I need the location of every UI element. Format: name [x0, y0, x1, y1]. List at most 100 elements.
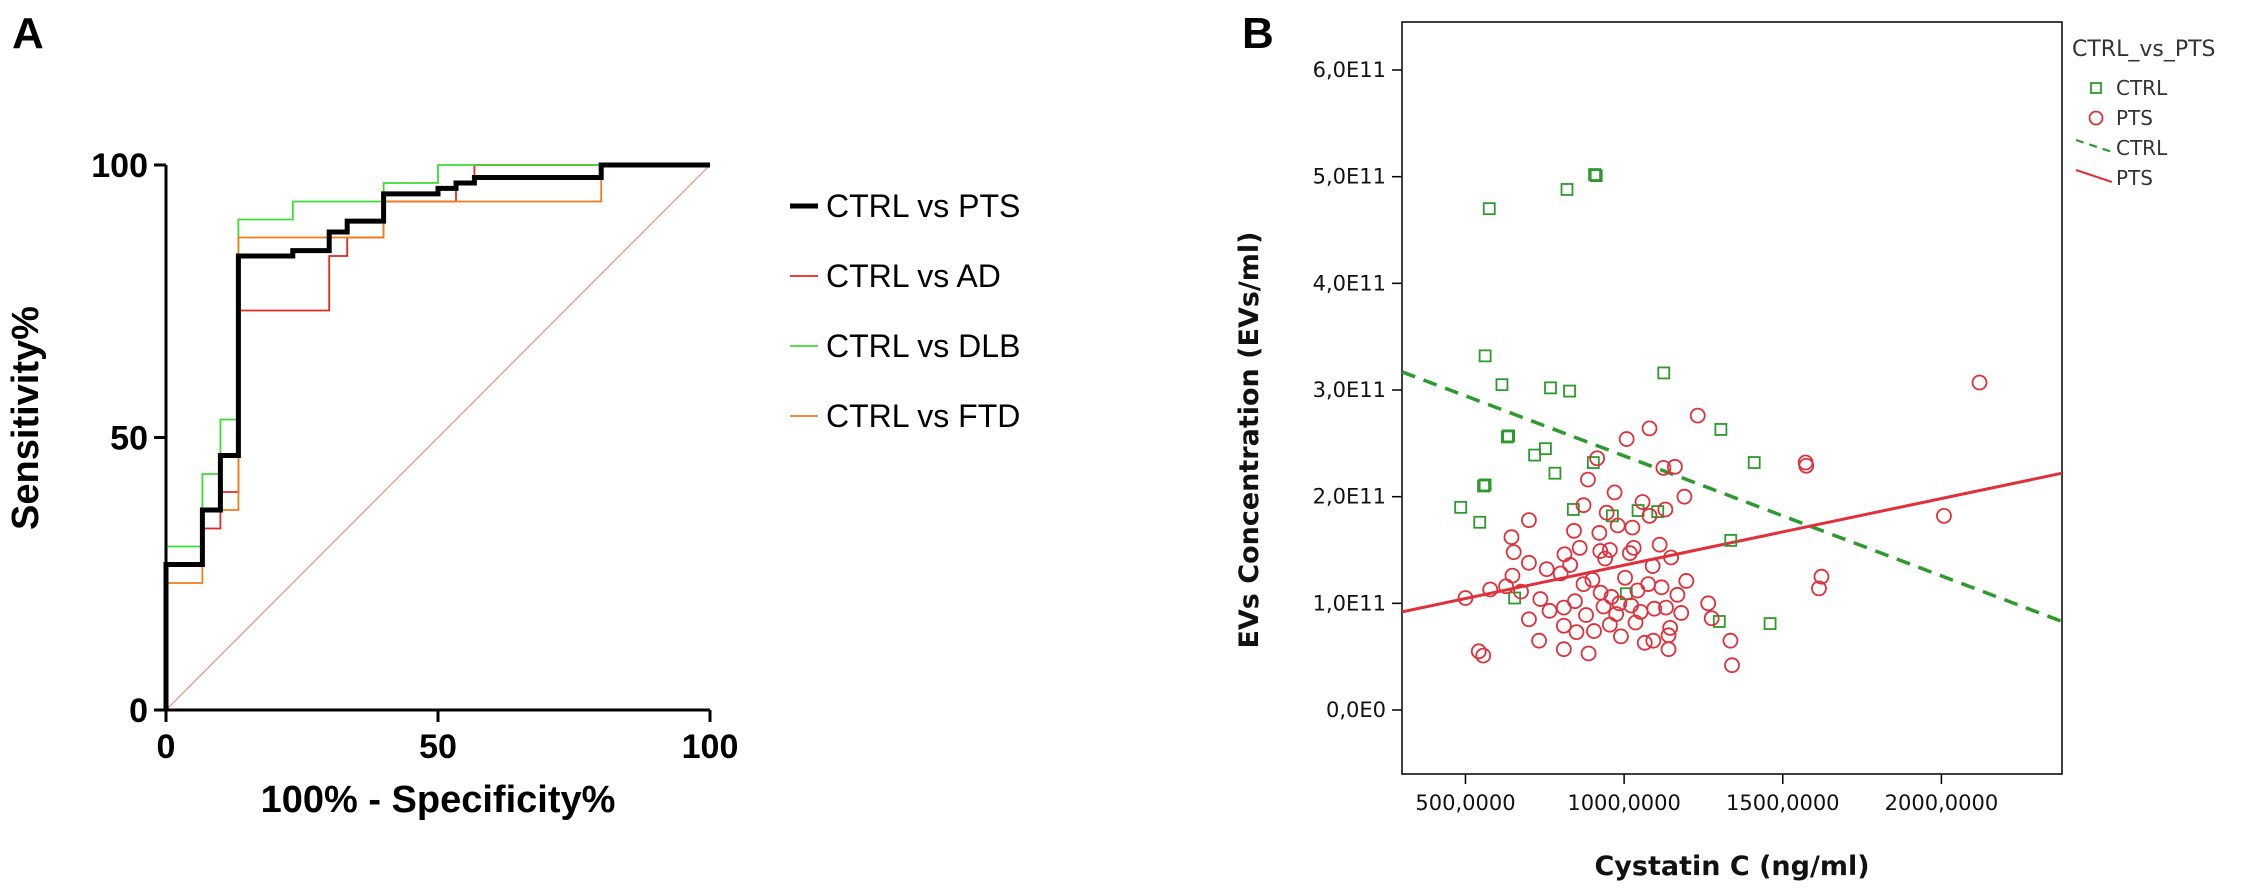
pts-point — [1673, 605, 1690, 621]
ctrl-point — [1586, 456, 1600, 469]
fit-line-ctrl — [1401, 370, 2063, 624]
pts-point — [1644, 558, 1661, 574]
scatter-ticks: 0,0E0 1,0E11 2,0E11 3,0E11 4,0E11 5,0E11 6,0E1… — [1313, 58, 1999, 815]
ctrl-point — [1589, 169, 1603, 183]
roc-reference-line — [165, 164, 711, 711]
pts-point — [1624, 519, 1641, 536]
pts-point — [1598, 504, 1615, 521]
pts-point — [1636, 634, 1653, 651]
pts-point — [1597, 550, 1613, 567]
panel-a-letter: A — [12, 9, 44, 58]
scatter-legend-symbol-square-ctrl — [2090, 82, 2102, 94]
scatter-y-tick-label: 2,0E11 — [1313, 485, 1386, 509]
roc-x-tick-label: 50 — [419, 728, 457, 766]
pts-point — [1641, 507, 1658, 524]
scatter-legend-label-square-ctrl: CTRL — [2116, 76, 2168, 100]
pts-point — [1562, 557, 1579, 573]
pts-point — [1531, 632, 1547, 649]
pts-point — [1653, 579, 1670, 596]
pts-point — [1470, 643, 1487, 660]
roc-y-tick-label: 50 — [110, 420, 148, 458]
roc-x-tick-label: 100 — [682, 728, 739, 766]
scatter-legend-symbol-line-pts — [2075, 168, 2113, 184]
pts-point — [1663, 549, 1679, 566]
ctrl-point — [1588, 168, 1602, 181]
pts-point — [1566, 522, 1582, 539]
pts-point — [1580, 471, 1596, 488]
pts-point — [1504, 567, 1521, 584]
pts-point — [1627, 614, 1644, 631]
pts-point — [1591, 525, 1608, 541]
scatter-legend-label-circle-pts: PTS — [2116, 106, 2153, 130]
ctrl-point — [1454, 500, 1468, 514]
roc-legend-label-ctrl-vs-ftd: CTRL vs FTD — [826, 398, 1020, 434]
pts-point — [1584, 571, 1601, 588]
pts-point — [1555, 617, 1572, 634]
pts-point — [1521, 554, 1537, 571]
scatter-plot-frame — [1401, 21, 2063, 775]
pts-point — [1611, 595, 1628, 612]
ctrl-point — [1482, 202, 1496, 216]
scatter-x-tick-label: 1000,0000 — [1567, 791, 1681, 815]
pts-point — [1662, 619, 1679, 636]
pts-point — [1568, 624, 1585, 641]
roc-ticks: 0 50 100 0 50 100 — [91, 147, 738, 766]
pts-point — [1722, 632, 1739, 649]
pts-point — [1552, 565, 1569, 582]
pts-point — [1798, 457, 1815, 474]
panel-b-letter: B — [1242, 9, 1274, 58]
pts-point — [1640, 576, 1657, 593]
pts-point — [1521, 512, 1537, 529]
pts-point — [1678, 573, 1695, 589]
ctrl-point — [1502, 429, 1516, 443]
roc-x-tick-label: 0 — [157, 728, 176, 766]
pts-point — [1589, 450, 1606, 467]
pts-point — [1575, 576, 1592, 593]
pts-point — [1498, 578, 1514, 595]
scatter-legend-symbol-dashed-ctrl — [2075, 138, 2113, 154]
scatter-y-tick-label: 0,0E0 — [1326, 698, 1386, 722]
roc-x-axis-label: 100% - Specificity% — [261, 779, 616, 821]
pts-point — [1645, 632, 1662, 649]
pts-point — [1618, 431, 1635, 447]
ctrl-point — [1714, 423, 1728, 436]
scatter-legend-label-line-pts: PTS — [2116, 166, 2153, 190]
roc-chart: 0 50 100 0 50 100 100% - Specificity% Sensiti… — [5, 147, 1020, 821]
pts-point — [1578, 607, 1594, 623]
pts-point — [1613, 628, 1629, 645]
pts-point — [1601, 542, 1618, 558]
pts-point — [1703, 610, 1720, 627]
roc-legend: CTRL vs PTS CTRL vs AD CTRL vs DLB CTRL vs … — [790, 188, 1020, 434]
ctrl-point — [1528, 448, 1542, 462]
roc-reference-layer — [165, 164, 711, 711]
roc-legend-label-ctrl-vs-dlb: CTRL vs DLB — [826, 328, 1020, 364]
ctrl-point — [1631, 504, 1645, 517]
pts-point — [1634, 494, 1651, 510]
pts-point — [1657, 501, 1674, 518]
pts-point — [1475, 647, 1492, 664]
pts-point — [1505, 544, 1522, 561]
pts-point — [1724, 657, 1740, 674]
pts-point — [1666, 458, 1683, 475]
scatter-y-tick-label: 5,0E11 — [1313, 165, 1386, 189]
pts-point — [1541, 602, 1558, 619]
scatter-x-tick-label: 500,0000 — [1415, 791, 1515, 815]
scatter-legend: CTRL_vs_PTS CTRL PTS CTRL PTS — [2072, 37, 2216, 190]
pts-point — [1660, 641, 1677, 658]
roc-legend-label-ctrl-vs-pts: CTRL vs PTS — [826, 188, 1020, 224]
ctrl-point — [1473, 515, 1487, 529]
pts-point — [1813, 568, 1830, 585]
scatter-points — [1454, 168, 1988, 674]
pts-point — [1617, 569, 1633, 586]
ctrl-point — [1478, 349, 1492, 363]
pts-point — [1669, 586, 1686, 603]
scatter-chart: 0,0E0 1,0E11 2,0E11 3,0E11 4,0E11 5,0E11 6,0E1… — [1234, 21, 2216, 882]
roc-y-axis-label: Sensitivity% — [5, 306, 47, 530]
pts-point — [1555, 641, 1572, 658]
pts-point — [1521, 611, 1537, 628]
pts-point — [1811, 580, 1827, 597]
ctrl-point — [1500, 430, 1514, 444]
scatter-x-axis-label: Cystatin C (ng/ml) — [1594, 851, 1869, 882]
pts-point — [1658, 599, 1674, 616]
